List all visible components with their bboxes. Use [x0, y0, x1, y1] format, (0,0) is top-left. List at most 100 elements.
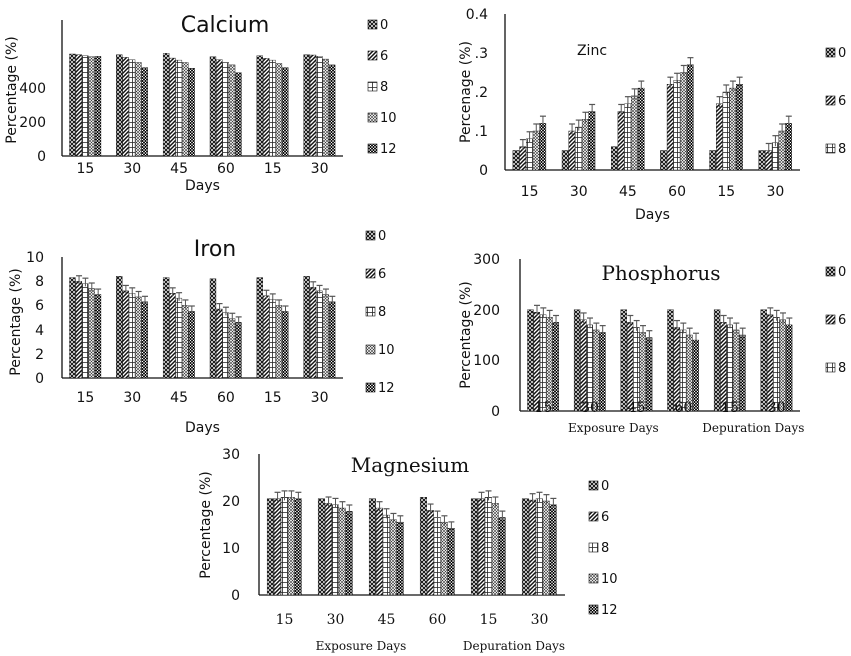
x-tick-label: 15 [480, 612, 498, 628]
bar [141, 301, 148, 379]
bar [666, 83, 674, 171]
x-tick-label: 15 [521, 184, 539, 200]
bar [758, 150, 766, 171]
bar [778, 130, 786, 171]
y-axis-label: Percenage (%) [458, 41, 474, 143]
y-tick-label: 100 [473, 353, 500, 369]
legend-swatch [825, 362, 836, 373]
chart-title: Calcium [181, 13, 270, 38]
bar [287, 497, 295, 596]
bar [169, 293, 176, 379]
legend-label: 12 [380, 142, 397, 157]
bar [419, 497, 427, 596]
x-tick-label: 15 [534, 400, 552, 416]
x-tick-label: 30 [123, 161, 141, 177]
x-axis-label: Exposure Days [568, 421, 659, 435]
bar [586, 324, 593, 412]
bar [773, 317, 780, 412]
bar [345, 511, 353, 596]
y-tick-label: .1 [475, 124, 488, 140]
bar [532, 130, 540, 171]
y-tick-label: 0 [35, 371, 44, 387]
x-axis-label-depuration: Depuration Days [702, 421, 804, 435]
y-tick-label: 4 [35, 323, 44, 339]
bar [141, 67, 148, 157]
x-tick-label: 15 [264, 390, 282, 406]
bar [624, 103, 632, 171]
x-axis-label-depuration: Depuration Days [463, 639, 565, 653]
bar [128, 293, 136, 379]
legend-label: 6 [838, 94, 846, 109]
bar [673, 327, 680, 412]
bar [328, 64, 336, 157]
bar [575, 126, 582, 171]
y-tick-label: 0.4 [466, 7, 488, 23]
legend-swatch [588, 604, 599, 615]
x-tick-label: 30 [123, 390, 141, 406]
y-tick-label: 200 [473, 303, 500, 319]
bar [75, 54, 83, 157]
bar [785, 122, 792, 171]
legend-swatch [365, 344, 376, 355]
y-tick-label: 200 [19, 115, 46, 131]
bar [275, 305, 283, 379]
x-tick-label: 60 [217, 390, 235, 406]
bar [535, 498, 543, 596]
bar [262, 58, 270, 157]
bar [512, 150, 520, 171]
legend-swatch [365, 230, 376, 241]
bar [182, 305, 189, 379]
legend-swatch [588, 542, 599, 553]
y-axis-label: Percentage (%) [8, 268, 24, 375]
x-tick-label: 30 [767, 184, 785, 200]
bar [526, 138, 533, 171]
y-tick-label: 400 [19, 81, 46, 97]
bar [470, 498, 478, 596]
x-tick-label: 30 [311, 161, 329, 177]
legend-swatch [825, 314, 836, 325]
x-tick-label: 15 [77, 161, 95, 177]
legend-label: 0 [838, 265, 846, 280]
bar [175, 59, 183, 157]
chart-title: Zinc [577, 43, 607, 59]
bar [94, 56, 102, 157]
bar [69, 53, 76, 157]
bar [273, 498, 281, 596]
bar [568, 130, 576, 171]
bar [771, 142, 779, 171]
legend-swatch [365, 382, 376, 393]
bar [169, 57, 176, 157]
bar [729, 87, 737, 171]
legend-swatch [825, 143, 836, 154]
legend-swatch [367, 143, 378, 154]
bar [732, 329, 740, 412]
legend-swatch [825, 47, 836, 58]
bar [162, 53, 170, 157]
bar [116, 54, 123, 157]
bar [726, 324, 733, 412]
x-axis-label: Exposure Days [316, 639, 407, 653]
x-tick-label: 45 [619, 184, 637, 200]
bar [716, 103, 723, 171]
bar [382, 514, 390, 596]
x-tick-label: 30 [531, 612, 549, 628]
bar [549, 504, 557, 596]
x-axis-label: Days [185, 420, 220, 436]
bar [222, 62, 229, 157]
bar [162, 277, 170, 379]
bar [599, 332, 606, 412]
bar [581, 119, 589, 171]
legend-label: 10 [380, 111, 397, 126]
bar [282, 67, 289, 157]
x-axis-label: Days [185, 178, 220, 194]
bar [722, 91, 730, 171]
bar [692, 339, 699, 412]
bar [322, 58, 329, 157]
bar [680, 72, 687, 171]
bar [626, 322, 634, 412]
bar [736, 83, 743, 171]
